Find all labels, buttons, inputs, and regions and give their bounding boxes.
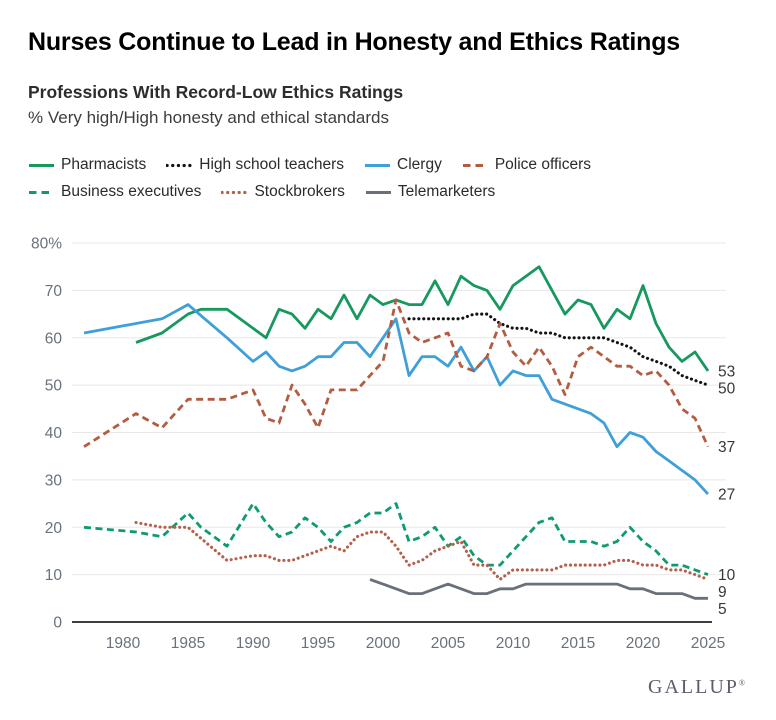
legend-label: Pharmacists (61, 156, 147, 173)
series-line-police-officers (83, 298, 710, 448)
legend-item-high-school-teachers: High school teachers (166, 156, 344, 174)
registered-trademark-icon: ® (738, 678, 745, 688)
y-axis-label-20: 20 (45, 520, 63, 537)
legend: Pharmacists High school teachers Clergy Pol… (28, 156, 740, 201)
legend-label: High school teachers (199, 156, 345, 173)
series-line-business-executives (83, 502, 709, 576)
legend-swatch-solid-icon (365, 190, 391, 194)
x-axis-label-2005: 2005 (431, 635, 465, 652)
legend-swatch-dashed-icon (29, 190, 54, 194)
end-value-label-pharmacists: 53 (718, 363, 735, 380)
end-value-label-police-officers: 37 (718, 439, 735, 456)
x-axis-label-2015: 2015 (561, 635, 595, 652)
brand-wordmark: GALLUP (648, 676, 739, 698)
y-axis-label-30: 30 (45, 472, 63, 489)
series-line-high-school-teachers (407, 312, 710, 387)
legend-item-police-officers: Police officers (462, 156, 591, 174)
legend-swatch-dotted-icon (166, 163, 194, 167)
legend-item-telemarketers: Telemarketers (365, 183, 495, 201)
legend-item-business-executives: Business executives (28, 183, 201, 201)
series-line-clergy (83, 303, 710, 496)
end-value-label-stockbrokers: 9 (718, 584, 727, 601)
legend-swatch-solid-icon (29, 163, 54, 167)
series-line-pharmacists (135, 265, 710, 372)
x-axis-label-2020: 2020 (626, 635, 661, 652)
legend-label: Telemarketers (397, 183, 496, 200)
y-axis-label-70: 70 (45, 283, 63, 300)
legend-item-clergy: Clergy (364, 156, 442, 174)
end-value-label-clergy: 27 (718, 487, 735, 504)
chart-measure-label: % Very high/High honesty and ethical sta… (28, 108, 390, 127)
y-axis-label-60: 60 (45, 330, 63, 347)
legend-swatch-dotted-icon (221, 190, 249, 194)
end-value-label-high-school-teachers: 50 (718, 380, 736, 397)
series-line-telemarketers (369, 578, 708, 600)
y-axis-label-50: 50 (45, 378, 63, 395)
legend-label: Business executives (61, 183, 202, 200)
chart-title: Professions With Record-Low Ethics Ratin… (28, 82, 404, 102)
end-value-label-telemarketers: 5 (718, 601, 727, 618)
y-axis-label-80: 80% (31, 236, 62, 253)
legend-item-stockbrokers: Stockbrokers (221, 183, 345, 201)
legend-item-pharmacists: Pharmacists (28, 156, 146, 174)
y-axis-label-10: 10 (45, 567, 63, 584)
x-axis-label-2010: 2010 (496, 635, 531, 652)
y-axis-label-40: 40 (45, 425, 63, 442)
x-axis-label-1980: 1980 (106, 635, 141, 652)
legend-label: Clergy (397, 156, 442, 173)
x-axis-label-1990: 1990 (236, 635, 271, 652)
series-line-stockbrokers (134, 520, 710, 581)
gallup-logo: GALLUP® (648, 676, 745, 699)
legend-label: Stockbrokers (254, 183, 345, 200)
legend-label: Police officers (494, 156, 592, 173)
legend-swatch-solid-icon (365, 163, 391, 167)
x-axis-label-1985: 1985 (171, 635, 205, 652)
legend-swatch-dashed-icon (462, 163, 488, 167)
page-title: Nurses Continue to Lead in Honesty and E… (28, 28, 680, 56)
x-axis-label-2025: 2025 (691, 635, 725, 652)
y-axis-label-0: 0 (53, 615, 62, 632)
end-value-label-business-executives: 10 (718, 567, 736, 584)
x-axis-label-2000: 2000 (366, 635, 401, 652)
x-axis-label-1995: 1995 (301, 635, 335, 652)
